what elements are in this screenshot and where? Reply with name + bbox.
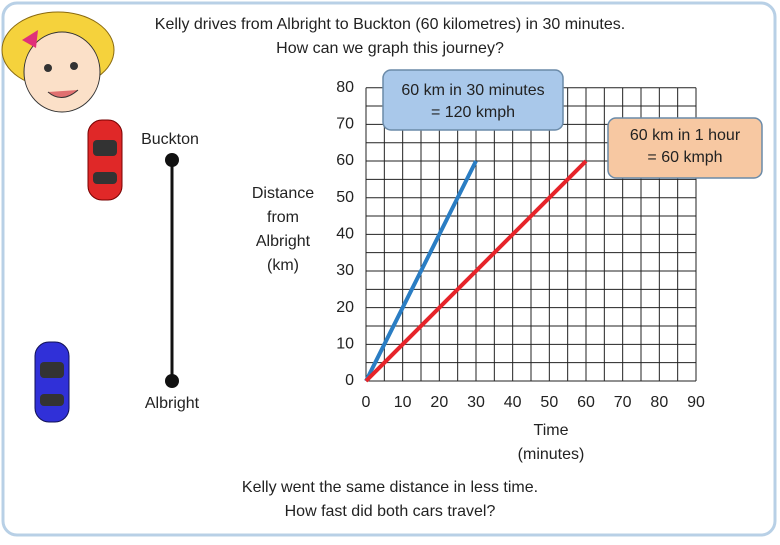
x-tick-label: 10 — [394, 394, 412, 411]
frame — [1, 1, 777, 537]
y-tick-label: 60 — [336, 152, 354, 169]
red-car — [87, 119, 123, 201]
text-line: = 60 kmph — [647, 149, 722, 166]
place-label: Albright — [145, 395, 200, 412]
blue-car — [34, 341, 70, 423]
x-tick-label: 60 — [577, 394, 595, 411]
x-tick-label: 80 — [650, 394, 668, 411]
girl-face — [1, 11, 115, 113]
text-line: 60 km in 30 minutes — [401, 82, 544, 99]
y-tick-label: 10 — [336, 336, 354, 353]
text-line: from — [267, 209, 299, 226]
x-tick-label: 70 — [614, 394, 632, 411]
text-line: (minutes) — [518, 446, 585, 463]
text-line: Kelly went the same distance in less tim… — [242, 479, 538, 496]
place-label: Buckton — [141, 131, 199, 148]
text-line: Albright — [256, 233, 311, 250]
y-tick-label: 0 — [345, 372, 354, 389]
text-line: Distance — [252, 185, 314, 202]
text-line: = 120 kmph — [431, 104, 515, 121]
x-tick-label: 50 — [540, 394, 558, 411]
annotation-box — [382, 69, 564, 131]
x-tick-label: 40 — [504, 394, 522, 411]
annotation-box — [607, 117, 763, 179]
x-tick-label: 90 — [687, 394, 705, 411]
data-line — [364, 160, 478, 382]
y-tick-label: 80 — [336, 79, 354, 96]
y-tick-label: 20 — [336, 299, 354, 316]
x-tick-label: 0 — [362, 394, 371, 411]
text-line: 60 km in 1 hour — [630, 127, 741, 144]
x-tick-label: 20 — [430, 394, 448, 411]
x-tick-label: 30 — [467, 394, 485, 411]
text-line: How can we graph this journey? — [276, 40, 504, 57]
y-tick-label: 70 — [336, 116, 354, 133]
y-tick-label: 50 — [336, 189, 354, 206]
text-line: Time — [534, 422, 569, 439]
text-line: How fast did both cars travel? — [285, 503, 496, 520]
text-line: (km) — [267, 257, 299, 274]
y-tick-label: 30 — [336, 262, 354, 279]
route — [165, 153, 179, 388]
text-line: Kelly drives from Albright to Buckton (6… — [155, 16, 625, 33]
data-line — [364, 159, 588, 383]
y-tick-label: 40 — [336, 226, 354, 243]
